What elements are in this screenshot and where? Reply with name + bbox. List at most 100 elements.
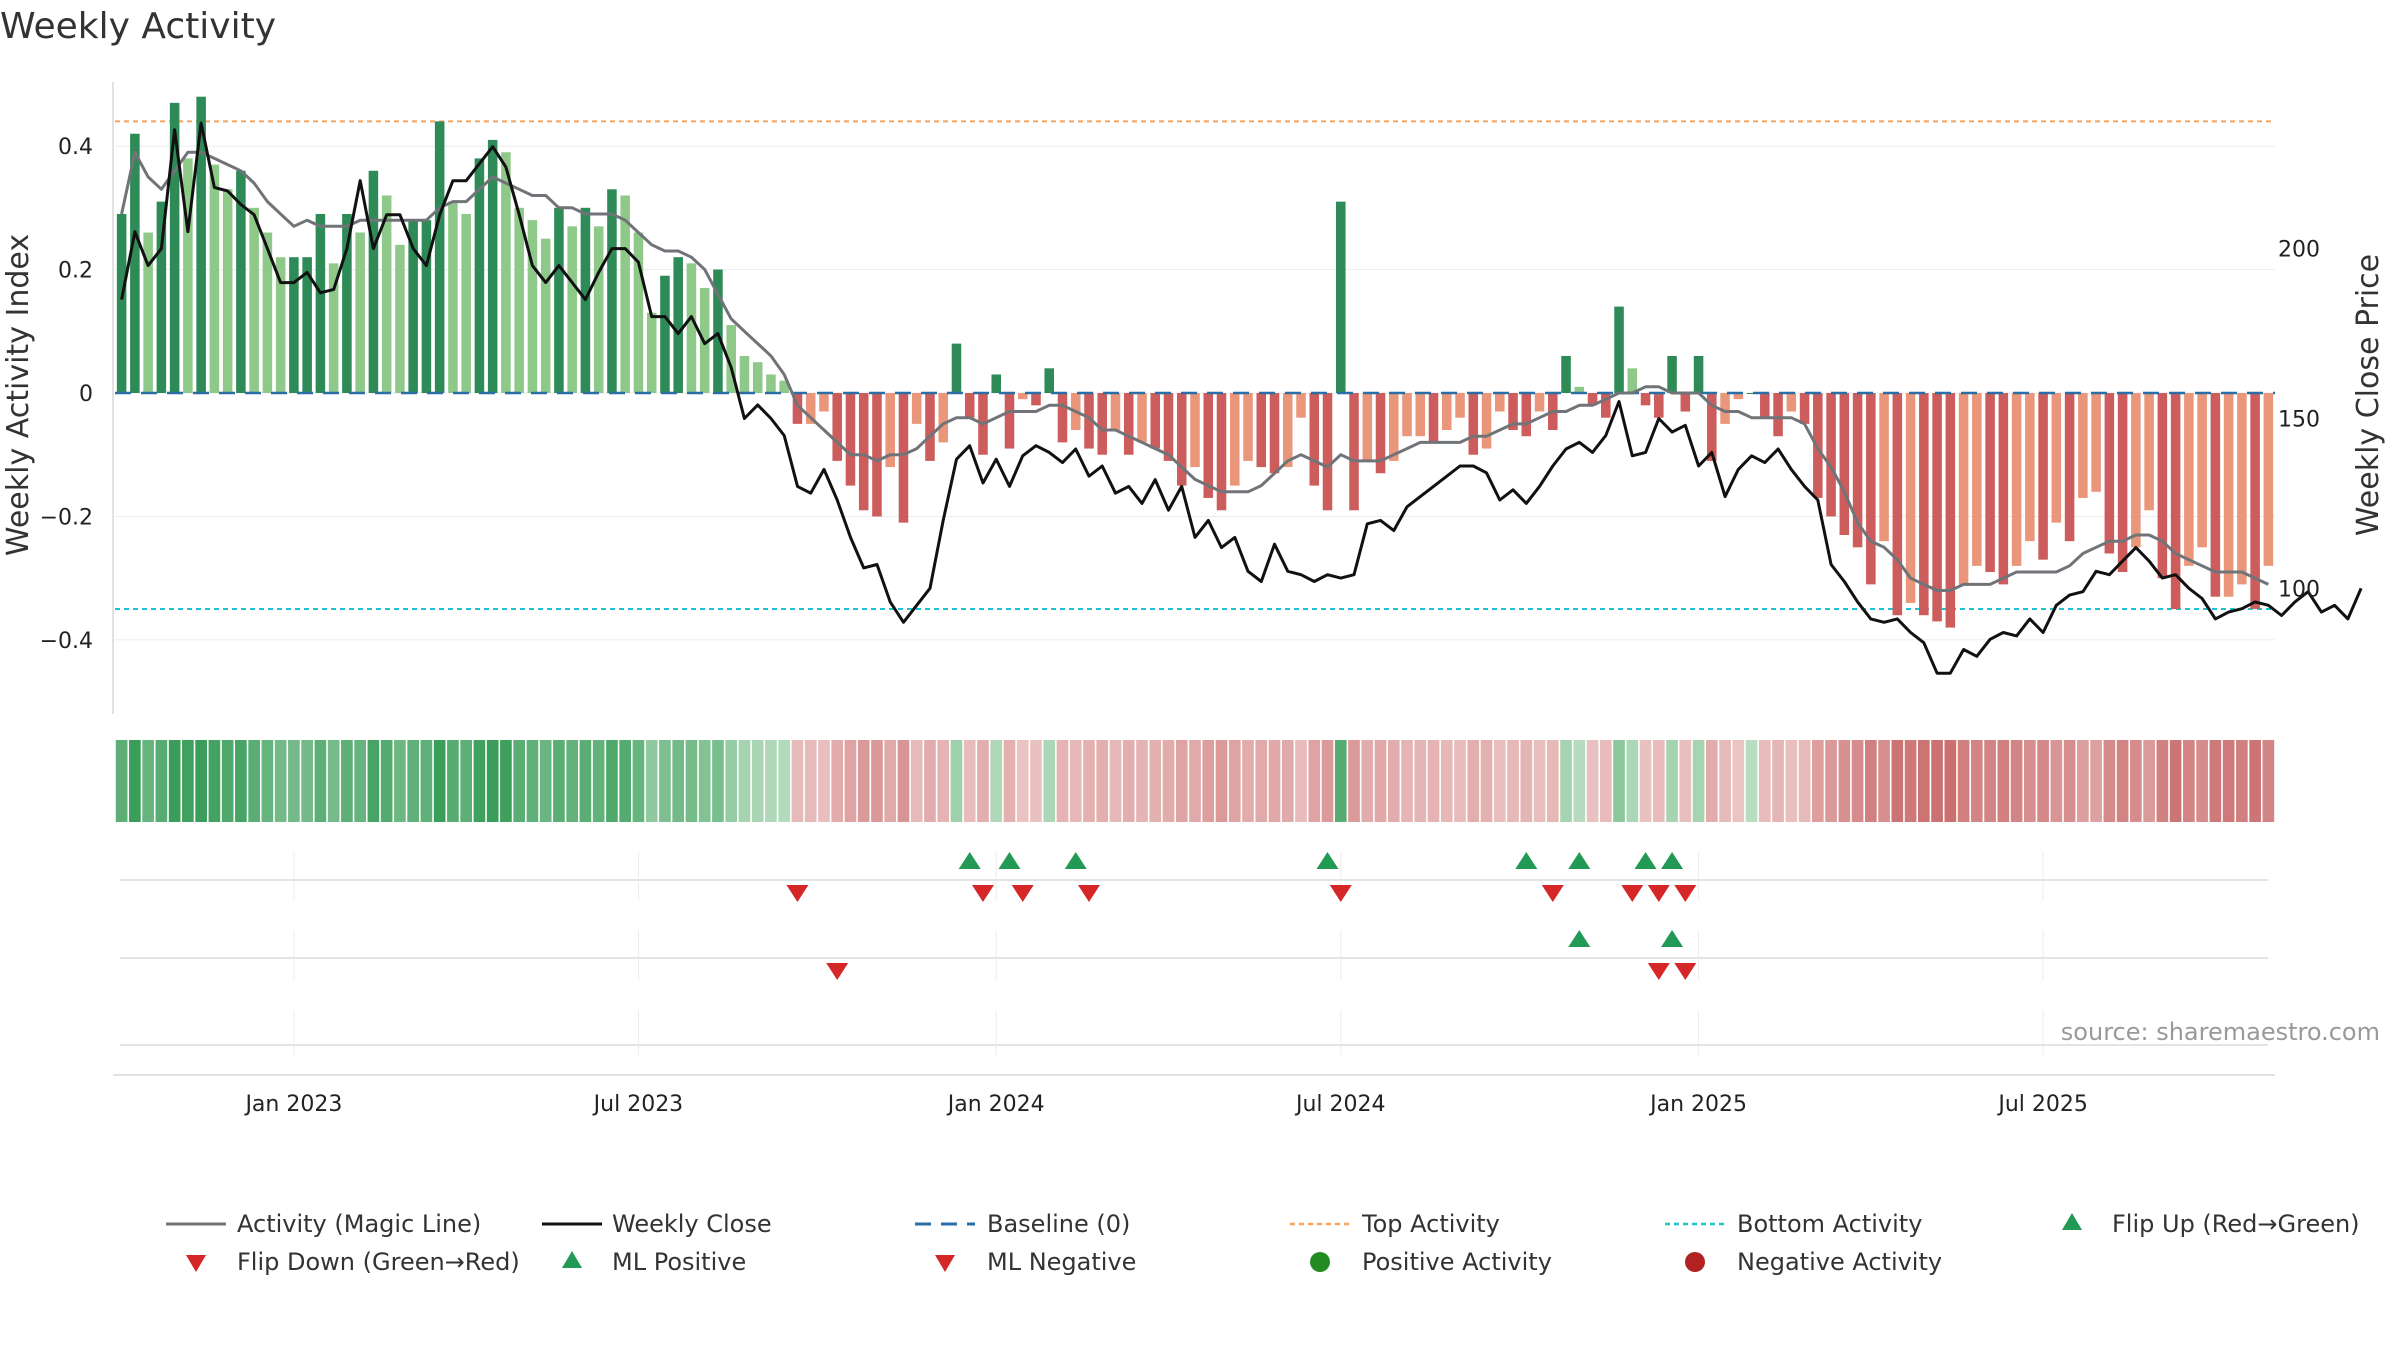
heat-cell — [1798, 740, 1811, 822]
heat-cell — [1308, 740, 1321, 822]
activity-bar — [368, 170, 379, 393]
activity-bar — [1309, 393, 1320, 486]
activity-bar — [1799, 393, 1810, 424]
activity-bar — [1097, 393, 1108, 455]
activity-bar — [1852, 393, 1863, 548]
heat-cell — [2222, 740, 2235, 822]
activity-bar — [1110, 393, 1121, 431]
heat-cell — [1454, 740, 1466, 822]
legend-label-flip-up: Flip Up (Red→Green) — [2112, 1210, 2360, 1238]
activity-bar — [2210, 393, 2221, 597]
activity-bar — [938, 393, 948, 443]
heat-cell — [221, 740, 234, 822]
activity-bar — [474, 158, 485, 393]
heat-cell — [2236, 740, 2248, 822]
activity-bar — [845, 393, 856, 486]
activity-bar — [832, 393, 842, 461]
heat-cell — [327, 740, 340, 822]
activity-bar — [2025, 393, 2035, 542]
heat-cell — [1440, 740, 1453, 822]
flip-down-marker — [1621, 885, 1644, 902]
heat-cell — [129, 740, 141, 822]
activity-bar — [1826, 393, 1836, 517]
activity-bar — [395, 244, 405, 393]
heat-cell — [354, 740, 366, 822]
activity-bar — [1176, 393, 1187, 486]
flip-down-marker — [971, 885, 994, 902]
activity-bar — [1017, 393, 1028, 400]
activity-bar — [289, 257, 299, 393]
activity-bar — [1296, 393, 1306, 418]
activity-bar — [434, 121, 445, 393]
y-tick-label: 0 — [79, 382, 93, 407]
activity-bar — [2250, 393, 2260, 610]
heat-cell — [1255, 740, 1268, 822]
activity-bar — [898, 393, 909, 523]
activity-bar — [1402, 393, 1412, 437]
activity-bar — [819, 393, 829, 412]
heat-cell — [844, 740, 857, 822]
flip-down-marker — [1541, 885, 1564, 902]
heat-cell — [1546, 740, 1559, 822]
heat-cell — [1758, 740, 1771, 822]
flip-up-marker — [1568, 852, 1591, 869]
activity-bar — [633, 232, 644, 393]
activity-bar — [911, 393, 922, 424]
heat-cell — [261, 740, 274, 822]
activity-bar — [2064, 393, 2075, 542]
activity-bar — [275, 257, 286, 393]
activity-bar — [1442, 393, 1452, 431]
activity-bar — [1349, 393, 1359, 511]
activity-bar — [673, 257, 683, 393]
heat-cell — [2050, 740, 2063, 822]
heat-cell — [1175, 740, 1188, 822]
heat-cell — [1109, 740, 1122, 822]
heat-cell — [460, 740, 472, 822]
activity-bar — [1972, 393, 1982, 566]
ml-negative-marker — [1647, 963, 1670, 980]
activity-bar — [156, 201, 167, 393]
flip-down-marker — [1329, 885, 1352, 902]
activity-bar — [183, 158, 193, 393]
activity-bar — [2117, 393, 2128, 573]
heat-cell — [924, 740, 936, 822]
heat-cell — [1202, 740, 1215, 822]
activity-bar — [1958, 393, 1969, 585]
heat-cell — [2156, 740, 2169, 822]
heat-cell — [1321, 740, 1334, 822]
heat-cell — [1838, 740, 1851, 822]
heat-cell — [1122, 740, 1135, 822]
activity-bar — [1627, 368, 1638, 393]
heat-cell — [2037, 740, 2049, 822]
y-tick-label: 0.4 — [58, 135, 93, 160]
activity-bar — [1415, 393, 1426, 437]
flip-down-marker — [786, 885, 809, 902]
activity-bar — [991, 374, 1001, 393]
heat-cell — [380, 740, 393, 822]
activity-bar — [1760, 393, 1770, 418]
heat-cell — [168, 740, 181, 822]
activity-bar — [1786, 393, 1797, 412]
heat-cell — [698, 740, 711, 822]
heat-cell — [632, 740, 645, 822]
legend-swatch-positive-activity — [1310, 1252, 1330, 1272]
heat-cell — [2024, 740, 2036, 822]
activity-heat-strip — [115, 740, 2275, 822]
activity-bar — [1481, 393, 1492, 449]
weekly-close-line — [120, 121, 2363, 675]
legend-label-bottom-activity: Bottom Activity — [1737, 1210, 1922, 1238]
activity-bar — [1044, 368, 1055, 393]
y2-tick-label: 150 — [2278, 407, 2320, 432]
activity-bar — [1733, 393, 1744, 400]
activity-bar — [1905, 393, 1916, 603]
chart-title: Weekly Activity — [0, 6, 276, 47]
y-axis-label: Weekly Activity Index — [1, 234, 36, 556]
source-credit: source: sharemaestro.com — [2061, 1018, 2380, 1046]
heat-cell — [1520, 740, 1533, 822]
y2-tick-label: 100 — [2278, 577, 2320, 602]
heat-cell — [2249, 740, 2261, 822]
activity-bar — [1693, 355, 1704, 393]
heat-cell — [1719, 740, 1731, 822]
heat-cell — [447, 740, 459, 822]
activity-bar — [487, 139, 498, 393]
